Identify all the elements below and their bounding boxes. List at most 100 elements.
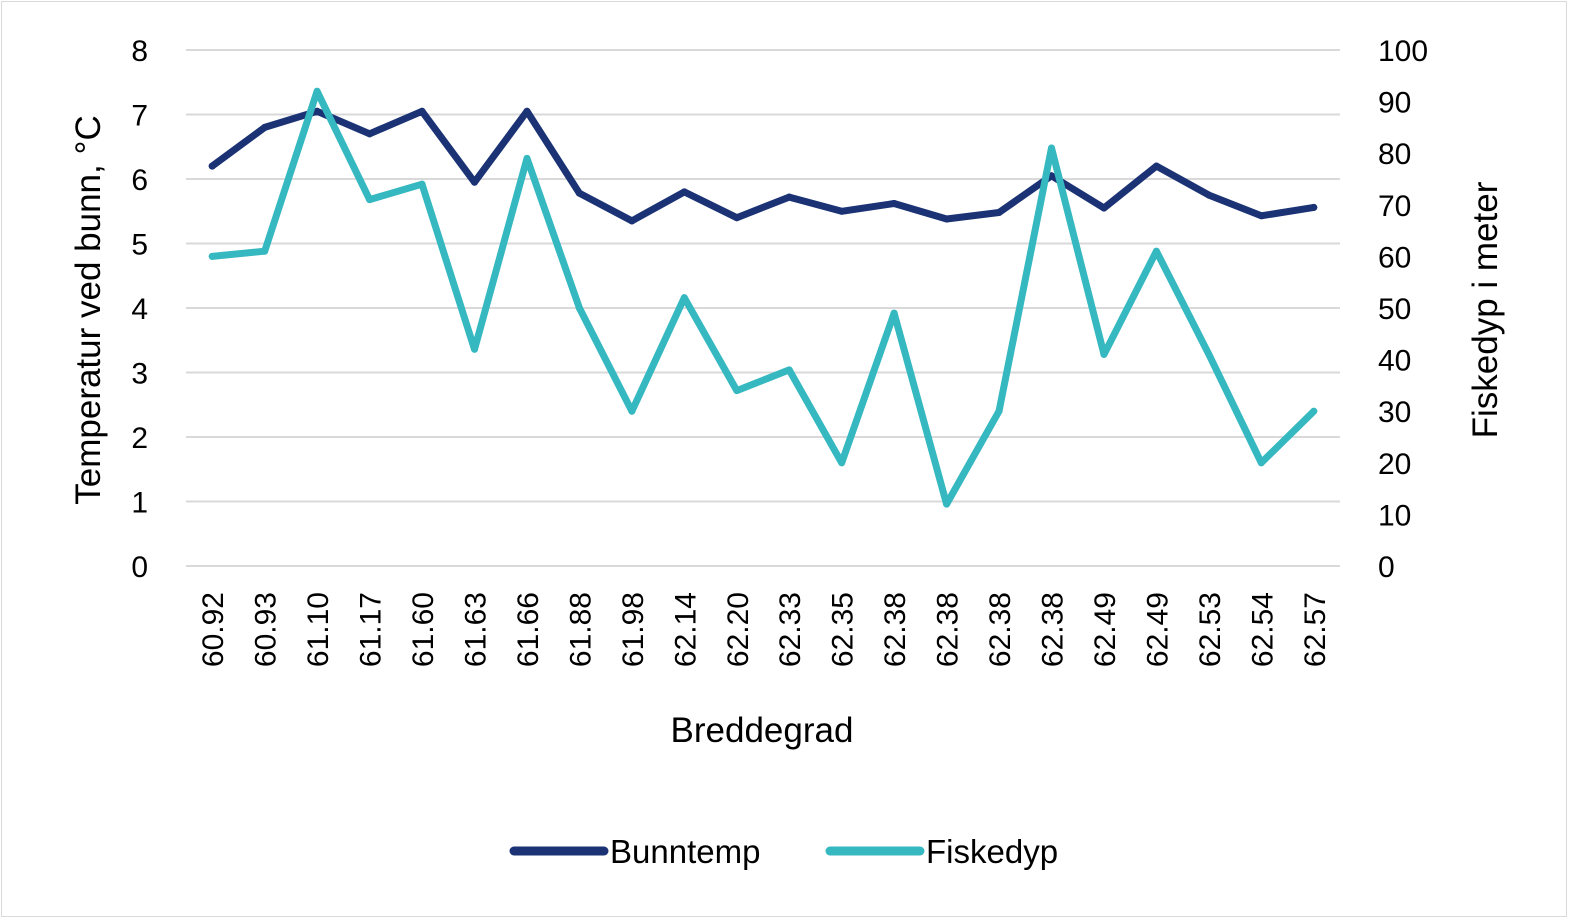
y2-tick-label: 100 (1378, 35, 1428, 68)
legend-label-fiskedyp: Fiskedyp (926, 833, 1058, 870)
y-tick-label: 6 (131, 164, 148, 197)
data-point-fiskedyp (208, 252, 216, 260)
data-point-fiskedyp (575, 304, 583, 312)
y2-tick-label: 20 (1378, 448, 1411, 481)
data-point-bunntemp (1205, 191, 1213, 199)
y-tick-label: 3 (131, 358, 148, 391)
right-axis-ticks: 0 10 20 30 40 50 60 70 80 90 100 (1378, 35, 1428, 584)
x-tick-label: 61.88 (564, 592, 597, 667)
y2-tick-label: 30 (1378, 396, 1411, 429)
y2-tick-label: 0 (1378, 551, 1395, 584)
y-tick-label: 0 (131, 551, 148, 584)
x-tick-label: 62.14 (669, 592, 702, 667)
data-point-fiskedyp (628, 407, 636, 415)
y2-tick-label: 70 (1378, 190, 1411, 223)
data-point-bunntemp (208, 162, 216, 170)
x-tick-label: 62.38 (984, 592, 1017, 667)
x-tick-label: 61.17 (355, 592, 388, 667)
data-point-bunntemp (523, 107, 531, 115)
data-point-bunntemp (261, 123, 269, 131)
x-tick-label: 62.38 (879, 592, 912, 667)
x-tick-label: 62.49 (1089, 592, 1122, 667)
series-line-bunntemp (208, 107, 1318, 225)
data-point-fiskedyp (1310, 407, 1318, 415)
data-point-fiskedyp (418, 180, 426, 188)
y-tick-label: 1 (131, 487, 148, 520)
x-tick-label: 62.54 (1246, 592, 1279, 667)
data-point-fiskedyp (523, 154, 531, 162)
data-point-bunntemp (680, 188, 688, 196)
x-axis-title: Breddegrad (671, 711, 854, 750)
data-point-bunntemp (995, 209, 1003, 217)
data-point-bunntemp (628, 217, 636, 225)
data-point-bunntemp (471, 178, 478, 186)
y-tick-label: 5 (131, 229, 148, 262)
data-point-fiskedyp (733, 387, 741, 395)
data-point-bunntemp (366, 130, 374, 138)
y2-tick-label: 40 (1378, 345, 1411, 378)
data-point-bunntemp (418, 107, 426, 115)
data-point-bunntemp (1257, 212, 1265, 220)
data-point-fiskedyp (366, 196, 374, 204)
data-point-bunntemp (943, 215, 951, 223)
data-point-fiskedyp (1152, 247, 1160, 255)
left-axis-ticks: 0 1 2 3 4 5 6 7 8 (131, 35, 148, 584)
x-tick-label: 62.38 (932, 592, 965, 667)
series-line-fiskedyp (208, 87, 1318, 508)
y-tick-label: 2 (131, 422, 148, 455)
x-tick-label: 61.63 (460, 592, 493, 667)
x-tick-label: 61.66 (512, 592, 545, 667)
data-point-fiskedyp (1205, 350, 1213, 358)
y2-tick-label: 60 (1378, 241, 1411, 274)
x-tick-label: 62.20 (722, 592, 755, 667)
y2-axis-title: Fiskedyp i meter (1466, 181, 1505, 438)
data-point-fiskedyp (943, 500, 951, 508)
data-point-bunntemp (785, 193, 793, 201)
x-tick-label: 62.33 (774, 592, 807, 667)
y2-tick-label: 90 (1378, 87, 1411, 120)
y2-tick-label: 50 (1378, 293, 1411, 326)
x-tick-label: 61.98 (617, 592, 650, 667)
y-tick-label: 4 (131, 293, 148, 326)
legend-label-bunntemp: Bunntemp (610, 833, 760, 870)
data-point-fiskedyp (838, 459, 846, 467)
y2-tick-label: 80 (1378, 138, 1411, 171)
x-tick-label: 62.38 (1037, 592, 1070, 667)
data-point-bunntemp (575, 189, 583, 197)
data-point-bunntemp (313, 107, 321, 115)
data-point-fiskedyp (1100, 350, 1108, 358)
x-tick-label: 60.92 (197, 592, 230, 667)
data-point-bunntemp (838, 207, 846, 215)
x-tick-label: 60.93 (250, 592, 283, 667)
series-layer (208, 87, 1318, 508)
data-point-bunntemp (1310, 203, 1318, 211)
data-point-fiskedyp (261, 247, 269, 255)
y-tick-label: 7 (131, 100, 148, 133)
legend: Bunntemp Fiskedyp (509, 833, 1058, 870)
x-tick-label: 62.57 (1299, 592, 1332, 667)
y-axis-title: Temperatur ved bunn, °C (69, 115, 108, 504)
gridlines (186, 49, 1340, 567)
data-point-fiskedyp (680, 294, 688, 302)
x-tick-label: 61.60 (407, 592, 440, 667)
data-point-fiskedyp (785, 366, 793, 374)
x-tick-label: 62.35 (827, 592, 860, 667)
y2-tick-label: 10 (1378, 499, 1411, 532)
x-tick-label: 62.49 (1141, 592, 1174, 667)
data-point-bunntemp (1152, 162, 1160, 170)
data-point-bunntemp (1100, 204, 1108, 212)
x-axis-ticks: 60.92 60.93 61.10 61.17 61.60 61.63 61.66 61.88… (197, 592, 1332, 667)
y-tick-label: 8 (131, 35, 148, 68)
data-point-fiskedyp (890, 309, 898, 317)
data-point-fiskedyp (313, 87, 321, 95)
data-point-fiskedyp (1048, 144, 1055, 152)
data-point-fiskedyp (471, 345, 478, 353)
data-point-bunntemp (890, 200, 898, 208)
x-tick-label: 61.10 (302, 592, 335, 667)
data-point-fiskedyp (995, 407, 1003, 415)
x-tick-label: 62.53 (1194, 592, 1227, 667)
data-point-bunntemp (733, 214, 741, 222)
data-point-fiskedyp (1257, 459, 1265, 467)
